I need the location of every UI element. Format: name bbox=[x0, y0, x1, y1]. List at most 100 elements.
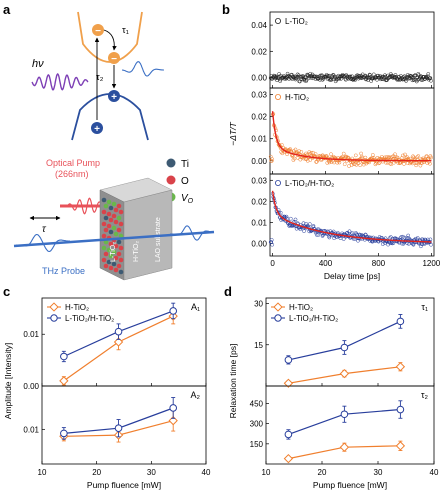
panel-letter-a: a bbox=[3, 2, 11, 17]
optical-pump-label: Optical Pump bbox=[46, 158, 100, 168]
sample-atoms bbox=[101, 197, 124, 275]
sample-atom bbox=[113, 243, 119, 249]
fit-line bbox=[271, 111, 432, 162]
data-point bbox=[395, 155, 400, 160]
sample-atom bbox=[108, 265, 114, 271]
sample-atom bbox=[118, 245, 124, 251]
sample-atom bbox=[116, 263, 122, 269]
data-point bbox=[282, 214, 287, 219]
data-marker bbox=[114, 424, 123, 432]
data-point bbox=[306, 74, 311, 78]
probe-pulse-out bbox=[170, 225, 214, 241]
panel-letter-d: d bbox=[224, 284, 232, 299]
chart-b-subplot: 0.00 0.01 0.02 0.03 H-TiO₂ bbox=[251, 87, 435, 175]
sample-atom bbox=[113, 255, 119, 261]
data-marker bbox=[340, 410, 349, 419]
sample-side-face bbox=[123, 189, 173, 281]
o-legend-dot bbox=[166, 175, 176, 185]
sample-atom bbox=[106, 259, 112, 265]
delay-tau-label: τ bbox=[42, 224, 47, 235]
subplot-label: A₂ bbox=[191, 390, 201, 400]
y-tick-label: 0.02 bbox=[251, 47, 267, 56]
chart-c-subplot: 0.01 A₂ bbox=[23, 385, 207, 465]
x-tick-label: 30 bbox=[374, 468, 383, 477]
data-marker bbox=[60, 352, 68, 361]
data-point bbox=[328, 77, 333, 81]
sample-atom bbox=[106, 199, 112, 205]
x-tick-label: 30 bbox=[147, 468, 156, 477]
data-point bbox=[284, 214, 289, 219]
probe-pulse-in bbox=[16, 233, 70, 253]
data-point bbox=[396, 157, 401, 162]
hv-label: hν bbox=[32, 58, 44, 70]
sample-atom bbox=[108, 205, 114, 211]
sample-atom bbox=[101, 257, 107, 263]
data-marker bbox=[395, 441, 406, 451]
data-marker bbox=[114, 327, 123, 336]
data-point bbox=[377, 160, 382, 165]
sample-atom bbox=[116, 215, 122, 221]
data-point bbox=[305, 158, 310, 163]
legend-marker bbox=[274, 179, 281, 186]
data-point bbox=[388, 72, 393, 76]
data-point bbox=[320, 234, 325, 238]
data-point bbox=[406, 233, 411, 238]
data-marker bbox=[169, 307, 177, 315]
panel-letter-b: b bbox=[222, 2, 230, 17]
chart-c-frame bbox=[41, 385, 207, 465]
data-point bbox=[335, 160, 340, 165]
data-point bbox=[320, 77, 325, 82]
data-marker bbox=[60, 429, 68, 438]
y-tick-label: 0.02 bbox=[251, 113, 267, 122]
electron-lower bbox=[108, 52, 120, 64]
data-point bbox=[413, 73, 417, 78]
y-tick-label: 0.00 bbox=[251, 74, 267, 83]
x-tick-label: 10 bbox=[262, 468, 271, 477]
data-point bbox=[299, 150, 304, 154]
chart-b-points bbox=[268, 71, 433, 84]
data-point bbox=[370, 153, 375, 157]
data-point bbox=[348, 74, 353, 79]
y-tick-label: 15 bbox=[254, 341, 263, 350]
data-point bbox=[383, 155, 387, 160]
data-marker bbox=[396, 317, 405, 326]
chart-c-subplot: 0.00 0.01 A₁ H-TiO₂ L-TiO₂/H-TiO₂ bbox=[23, 297, 207, 391]
legend-marker bbox=[49, 302, 59, 312]
sample-atom bbox=[103, 227, 109, 233]
electron-upper bbox=[92, 24, 104, 36]
legend-label: H-TiO₂ bbox=[65, 303, 89, 312]
data-marker bbox=[283, 378, 294, 388]
data-point bbox=[400, 241, 404, 246]
data-point bbox=[303, 75, 307, 79]
data-point bbox=[334, 77, 339, 82]
data-point bbox=[359, 151, 363, 156]
data-point bbox=[332, 236, 336, 241]
y-tick-label: 0.01 bbox=[23, 425, 39, 434]
data-point bbox=[314, 232, 319, 237]
legend-label: H-TiO₂ bbox=[289, 303, 313, 312]
data-marker bbox=[339, 442, 350, 452]
sample-atom bbox=[106, 211, 112, 217]
sample-atom bbox=[108, 217, 114, 223]
data-marker bbox=[113, 337, 124, 347]
sample-atom bbox=[118, 257, 124, 263]
data-point bbox=[307, 150, 312, 154]
subplot-label: A₁ bbox=[191, 302, 200, 312]
chart-b-subplot: 0.00 0.01 0.02 0.03 L-TiO₂/H-TiO₂ bbox=[251, 173, 435, 257]
data-point bbox=[347, 164, 351, 168]
sample-atom bbox=[116, 239, 122, 245]
sample-atom bbox=[103, 203, 109, 209]
data-point bbox=[405, 155, 410, 160]
emitted-thz-wave bbox=[122, 61, 164, 77]
tau1-label: τ₁ bbox=[122, 25, 129, 36]
data-point bbox=[429, 155, 433, 160]
sample-atom bbox=[113, 267, 119, 273]
data-point bbox=[316, 233, 321, 237]
data-point bbox=[301, 75, 306, 80]
legend-label: L-TiO₂/H-TiO₂ bbox=[285, 179, 334, 188]
data-point bbox=[293, 147, 298, 152]
chart-d-frame bbox=[265, 385, 435, 465]
data-point bbox=[418, 163, 423, 168]
sample-atom bbox=[118, 221, 124, 227]
data-point bbox=[340, 155, 344, 159]
